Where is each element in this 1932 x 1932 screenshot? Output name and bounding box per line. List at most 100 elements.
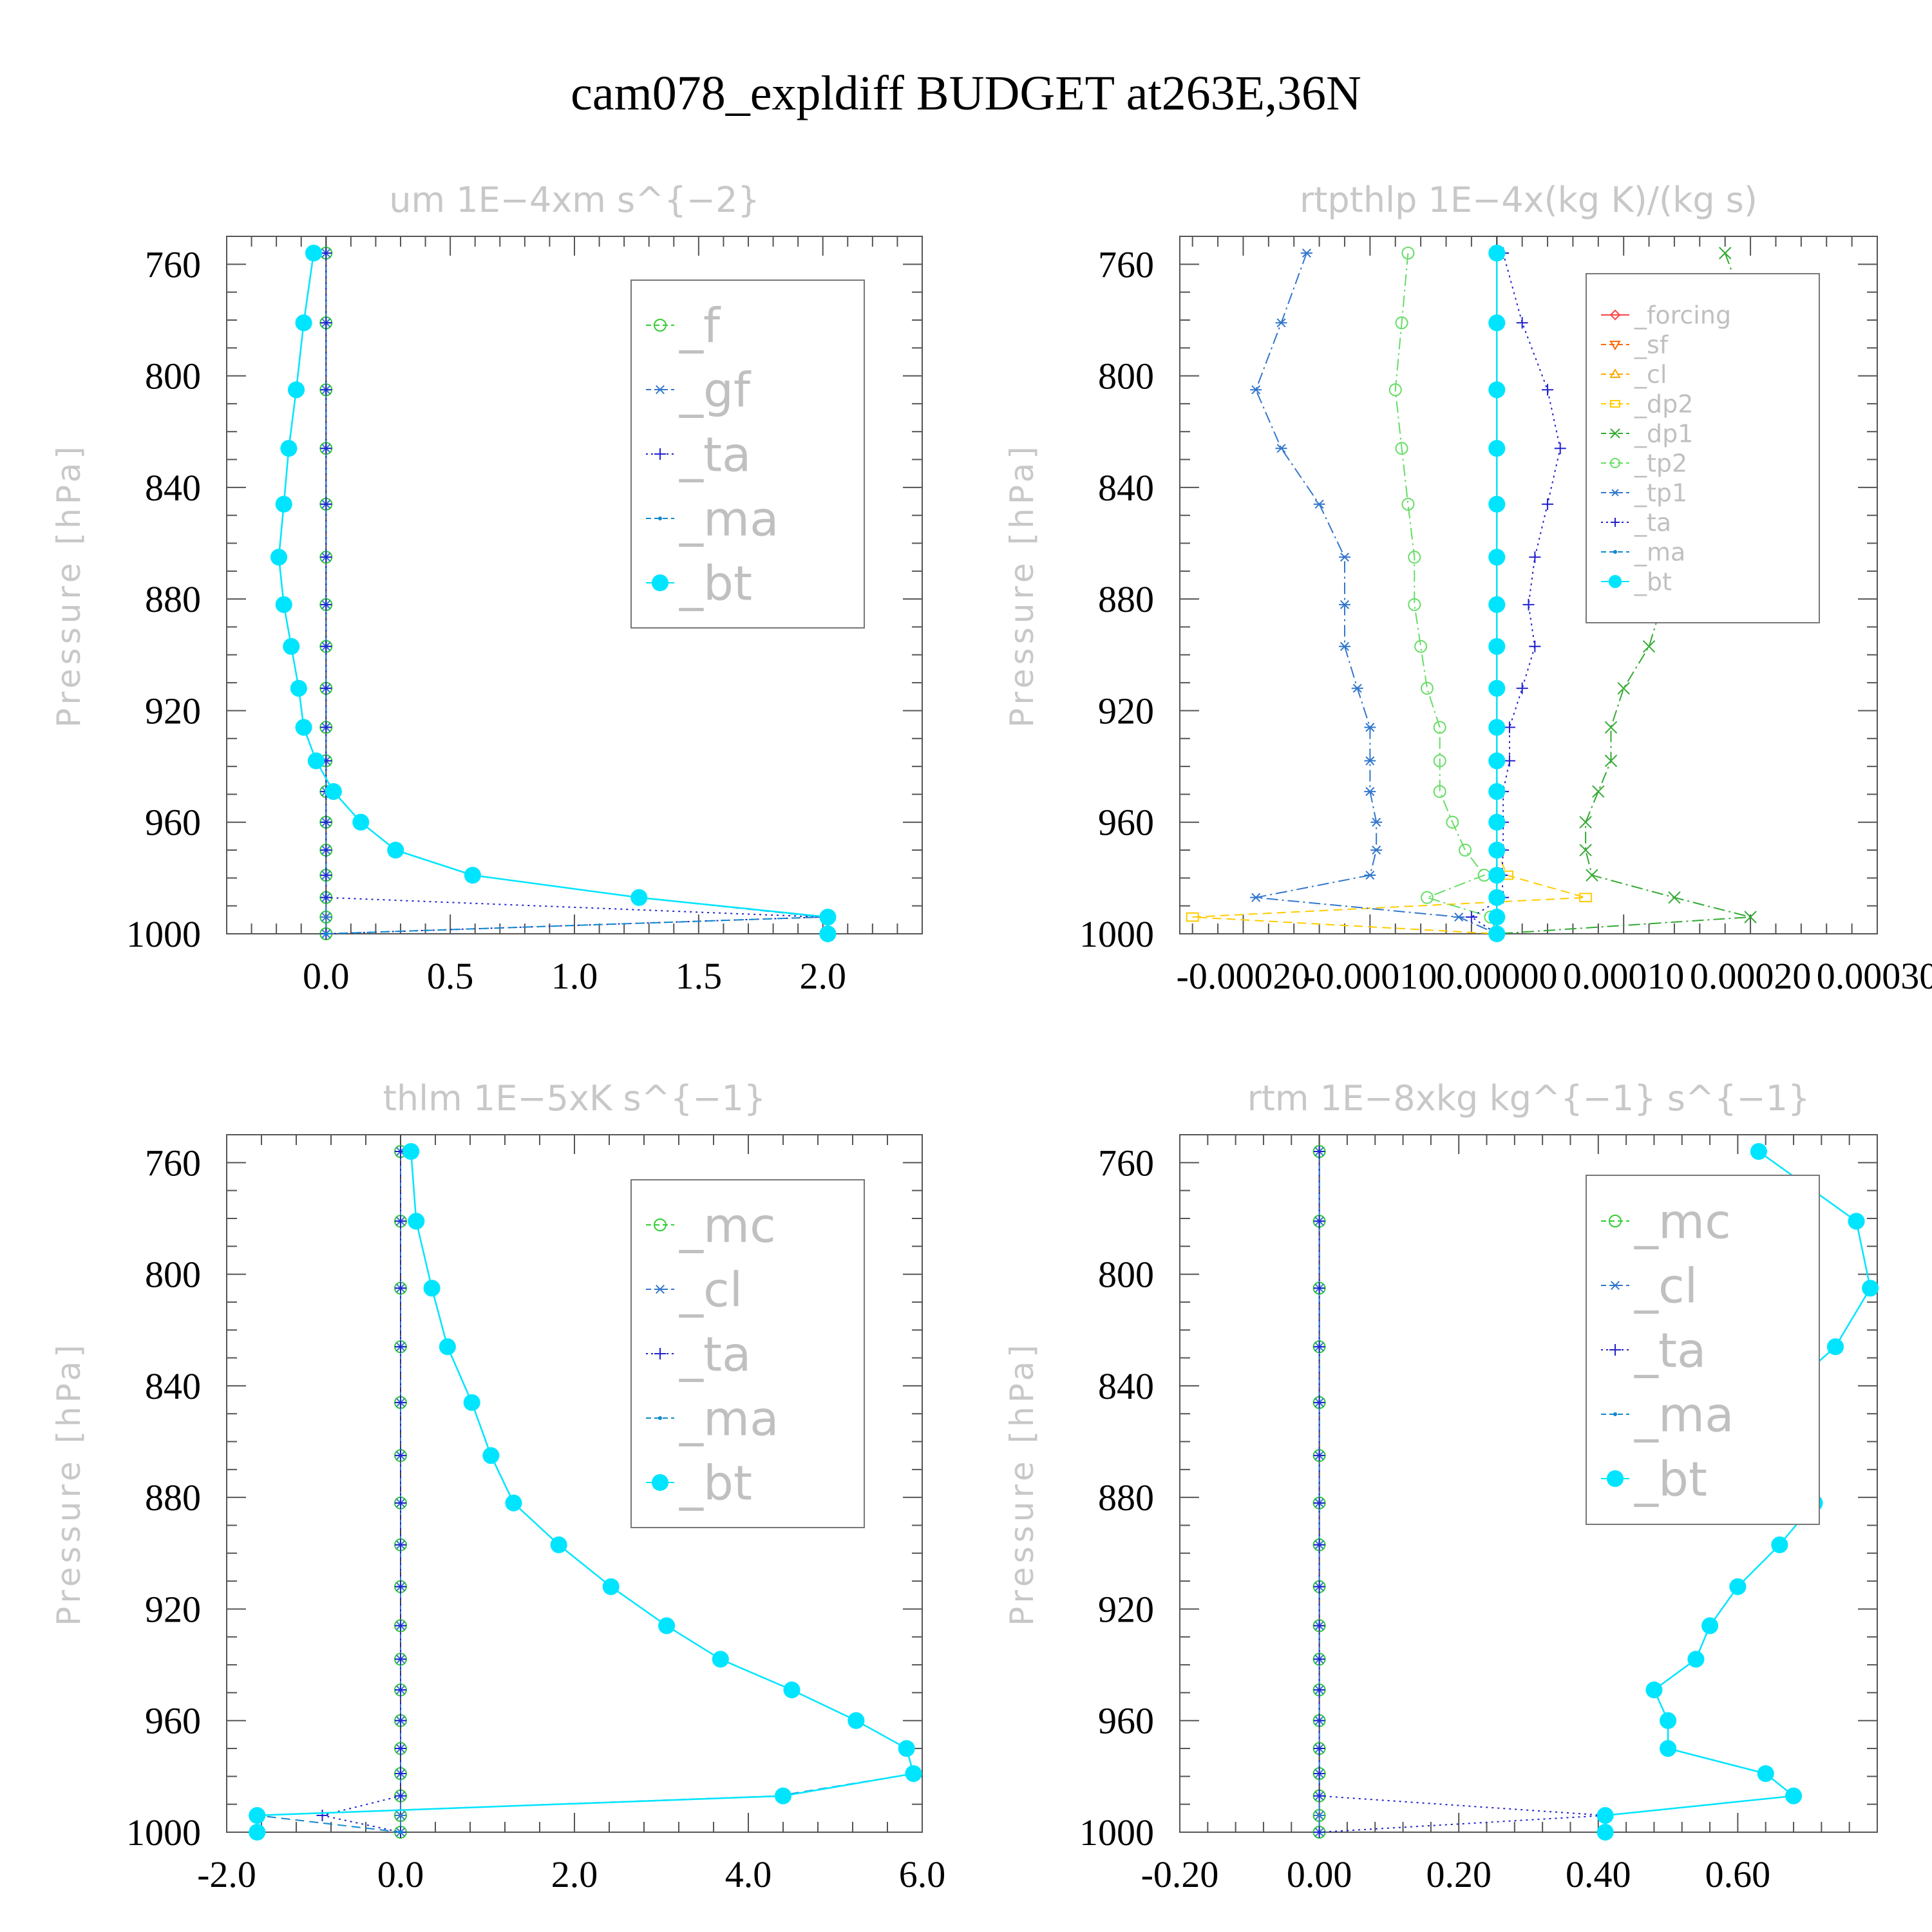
data-point	[1408, 598, 1421, 611]
legend-label: _dp2	[1634, 390, 1693, 419]
data-point	[1364, 756, 1376, 766]
data-point	[1488, 813, 1506, 831]
data-point	[898, 1739, 915, 1757]
data-point	[1313, 1450, 1325, 1462]
data-point	[1488, 889, 1506, 906]
data-point	[1488, 908, 1506, 926]
data-point	[423, 1280, 440, 1297]
data-point	[1250, 385, 1262, 395]
legend-marker	[1609, 368, 1621, 378]
data-point	[395, 1450, 406, 1462]
data-point	[1313, 1539, 1325, 1551]
legend-label: _bt	[679, 1456, 752, 1511]
legend-marker	[1609, 341, 1621, 350]
data-point	[1433, 754, 1446, 768]
legend-item: _f	[646, 299, 721, 354]
legend-item: _ta	[646, 1327, 751, 1383]
data-point	[1275, 318, 1287, 328]
data-point	[387, 841, 404, 859]
data-point	[320, 317, 332, 329]
data-point	[287, 381, 305, 399]
y-tick-label: 760	[145, 243, 201, 285]
data-point	[1313, 1215, 1325, 1227]
y-tick-label: 920	[145, 690, 201, 732]
legend-marker	[1609, 1344, 1621, 1356]
y-tick-label: 920	[1098, 690, 1154, 732]
y-tick-label: 1000	[1079, 913, 1154, 955]
series-line	[322, 1151, 401, 1833]
data-point	[1529, 551, 1541, 564]
data-point	[1744, 911, 1757, 923]
legend-marker	[1613, 1412, 1617, 1416]
data-point	[1420, 681, 1434, 695]
data-point	[395, 1341, 406, 1353]
data-point	[395, 1790, 406, 1802]
legend-box	[1586, 1175, 1820, 1525]
y-tick-label: 960	[1098, 802, 1154, 844]
data-point	[275, 495, 292, 513]
y-tick-label: 840	[1098, 467, 1154, 509]
legend-label: _dp1	[1634, 420, 1693, 448]
legend: _forcing_sf_cl_dp2_dp1_tp2_tp1_ta_ma_bt	[1586, 273, 1820, 623]
data-point	[1488, 549, 1506, 566]
data-point	[1750, 1142, 1767, 1160]
y-tick-label: 800	[145, 1254, 201, 1296]
legend-label: _cl	[1634, 1259, 1698, 1314]
data-point	[464, 866, 481, 884]
data-point	[1488, 841, 1506, 859]
data-point	[283, 638, 300, 655]
data-point	[320, 442, 332, 455]
data-point	[1453, 913, 1465, 922]
data-point	[1300, 248, 1312, 258]
legend: _mc _cl _ta _ma _bt	[630, 1179, 865, 1528]
y-tick-label: 880	[1098, 1477, 1154, 1519]
panels: um 1E−4xm s^{−2} Pressure [hPa] 760 800 840 8…	[50, 180, 1932, 1895]
data-point	[505, 1494, 522, 1511]
data-point	[320, 640, 332, 652]
data-point	[320, 816, 332, 828]
x-tick-label: 0.5	[427, 955, 474, 997]
data-point	[320, 247, 332, 259]
data-point	[1488, 440, 1506, 457]
data-point	[1313, 1714, 1325, 1727]
y-tick-label: 800	[1098, 1254, 1154, 1296]
x-tick-label: 0.60	[1705, 1853, 1771, 1895]
data-point	[1351, 683, 1363, 693]
data-point	[1516, 682, 1528, 694]
data-point	[658, 1617, 676, 1634]
series-bt	[1488, 244, 1506, 943]
legend-label: _ma	[679, 492, 779, 547]
chart-panel-4: rtm 1E−8xkg kg^{−1} s^{−1} Pressure [hPa]…	[1003, 1078, 1879, 1895]
data-point	[275, 596, 292, 613]
data-point	[399, 1830, 402, 1834]
legend-marker	[1606, 1470, 1624, 1488]
legend-item: _tp2	[1601, 450, 1687, 478]
data-point	[395, 1282, 406, 1294]
x-tick-label: -2.0	[197, 1853, 256, 1895]
data-point	[1250, 893, 1262, 902]
data-point	[819, 925, 837, 943]
x-tick-label: -0.00020	[1177, 955, 1311, 997]
data-point	[324, 932, 328, 936]
data-point	[1313, 1580, 1325, 1593]
data-point	[320, 498, 332, 510]
data-point	[1554, 442, 1566, 455]
y-tick-label: 760	[145, 1142, 201, 1184]
data-point	[463, 1394, 480, 1411]
x-tick-label: 0.00030	[1817, 955, 1932, 997]
x-tick-label: 0.00000	[1436, 955, 1558, 997]
data-point	[630, 889, 648, 906]
legend-item: _mc	[646, 1198, 776, 1254]
data-point	[395, 1539, 406, 1551]
data-point	[1313, 1811, 1325, 1821]
data-point	[1338, 553, 1350, 562]
series-bt	[270, 244, 837, 943]
y-tick-label: 760	[1098, 243, 1154, 285]
y-tick-label: 840	[145, 467, 201, 509]
data-point	[1364, 723, 1376, 732]
data-point	[1488, 925, 1506, 943]
legend-marker	[1610, 458, 1620, 468]
data-point	[1542, 384, 1554, 396]
legend-marker	[1609, 309, 1621, 321]
